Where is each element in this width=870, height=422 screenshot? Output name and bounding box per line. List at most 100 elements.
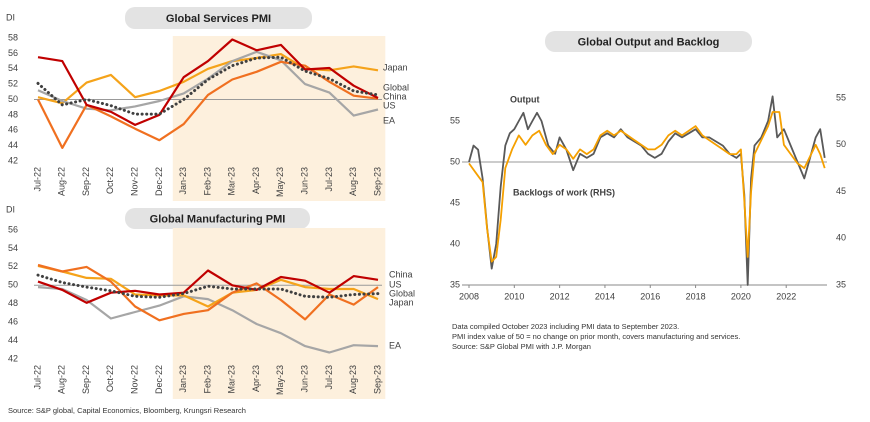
series-label: China — [383, 91, 407, 101]
chart-title: Global Manufacturing PMI — [150, 213, 286, 225]
x-tick-label: Oct-22 — [105, 365, 115, 392]
x-tick-label: 2008 — [459, 291, 479, 301]
x-tick-label: Jun-23 — [300, 167, 310, 195]
series-line — [468, 111, 826, 263]
x-tick-label: Jul-23 — [324, 365, 334, 390]
x-tick-label: Feb-23 — [202, 167, 212, 196]
x-tick-label: Apr-23 — [251, 365, 261, 392]
x-tick-label: Dec-22 — [154, 365, 164, 394]
y-axis-label: DI — [6, 204, 15, 214]
series-line — [37, 269, 379, 304]
x-tick-label: 2012 — [550, 291, 570, 301]
y-tick-label: 50 — [450, 156, 460, 166]
x-tick-label: Aug-22 — [57, 365, 67, 394]
x-tick-label: 2022 — [776, 291, 796, 301]
x-tick-label: Oct-22 — [105, 167, 115, 194]
note: Data compiled October 2023 including PMI… — [452, 322, 679, 331]
x-tick-label: May-23 — [275, 365, 285, 395]
chart-title: Global Output and Backlog — [578, 36, 720, 48]
series-label: EA — [383, 115, 395, 125]
series-line — [36, 273, 380, 299]
y2-tick-label: 40 — [836, 233, 846, 243]
y-tick-label: 54 — [8, 63, 18, 73]
x-tick-label: Jul-23 — [324, 167, 334, 192]
x-tick-label: 2018 — [686, 291, 706, 301]
x-tick-label: May-23 — [275, 167, 285, 197]
x-tick-label: Sep-22 — [81, 365, 91, 394]
series-label: EA — [389, 340, 401, 350]
x-tick-label: Aug-22 — [57, 167, 67, 196]
x-tick-label: Jun-23 — [300, 365, 310, 393]
title-pill — [125, 7, 312, 29]
y-tick-label: 35 — [450, 279, 460, 289]
chart-title: Global Services PMI — [166, 13, 271, 25]
x-tick-label: Nov-22 — [130, 167, 140, 196]
x-tick-label: 2014 — [595, 291, 615, 301]
series-label: Global — [383, 82, 409, 92]
x-tick-label: Aug-23 — [348, 167, 358, 196]
x-tick-label: Mar-23 — [227, 365, 237, 394]
y-tick-label: 58 — [8, 32, 18, 42]
x-tick-label: Jan-23 — [178, 365, 188, 393]
x-tick-label: Jan-23 — [178, 167, 188, 195]
y-tick-label: 44 — [8, 335, 18, 345]
y-tick-label: 56 — [8, 224, 18, 234]
x-tick-label: Dec-22 — [154, 167, 164, 196]
x-tick-label: Apr-23 — [251, 167, 261, 194]
x-tick-label: 2020 — [731, 291, 751, 301]
x-tick-label: Sep-23 — [372, 365, 382, 394]
y-tick-label: 48 — [8, 109, 18, 119]
y2-tick-label: 50 — [836, 139, 846, 149]
x-tick-label: Sep-22 — [81, 167, 91, 196]
y-tick-label: 42 — [8, 353, 18, 363]
y-tick-label: 56 — [8, 48, 18, 58]
y-axis-label: DI — [6, 12, 15, 22]
x-tick-label: Sep-23 — [372, 167, 382, 196]
y-tick-label: 50 — [8, 280, 18, 290]
series-label: US — [383, 100, 396, 110]
x-tick-label: Jul-22 — [32, 365, 42, 390]
y-tick-label: 42 — [8, 155, 18, 165]
highlight — [172, 228, 386, 399]
series-line — [37, 286, 379, 354]
series-line — [37, 263, 379, 322]
y-tick-label: 52 — [8, 261, 18, 271]
series-line — [37, 53, 379, 105]
series-line — [37, 60, 379, 149]
y-tick-label: 40 — [450, 238, 460, 248]
y2-tick-label: 45 — [836, 186, 846, 196]
series-line — [37, 38, 379, 126]
y-tick-label: 46 — [8, 317, 18, 327]
series-label: US — [389, 279, 402, 289]
x-tick-label: Jul-22 — [32, 167, 42, 192]
series-label: Output — [510, 94, 540, 104]
series-label: Backlogs of work (RHS) — [513, 187, 615, 197]
y-tick-label: 46 — [8, 125, 18, 135]
y2-tick-label: 55 — [836, 92, 846, 102]
note: PMI index value of 50 = no change on pri… — [452, 332, 740, 341]
x-tick-label: Nov-22 — [130, 365, 140, 394]
x-tick-label: 2010 — [504, 291, 524, 301]
y-tick-label: 54 — [8, 243, 18, 253]
y-tick-label: 48 — [8, 298, 18, 308]
series-label: Japan — [389, 297, 414, 307]
source: Source: S&P global, Capital Economics, B… — [8, 406, 246, 415]
series-line — [36, 55, 380, 116]
series-label: China — [389, 269, 413, 279]
series-label: Japan — [383, 62, 408, 72]
y-tick-label: 44 — [8, 140, 18, 150]
y-tick-label: 45 — [450, 197, 460, 207]
title-pill — [125, 208, 310, 229]
series-label: Global — [389, 288, 415, 298]
x-tick-label: Mar-23 — [227, 167, 237, 196]
y-tick-label: 50 — [8, 94, 18, 104]
y-tick-label: 52 — [8, 79, 18, 89]
note: Source: S&P Global PMI with J.P. Morgan — [452, 342, 591, 351]
y-tick-label: 55 — [450, 115, 460, 125]
x-tick-label: Aug-23 — [348, 365, 358, 394]
x-tick-label: Feb-23 — [202, 365, 212, 394]
title-pill — [545, 31, 752, 52]
x-tick-label: 2016 — [640, 291, 660, 301]
y2-tick-label: 35 — [836, 279, 846, 289]
